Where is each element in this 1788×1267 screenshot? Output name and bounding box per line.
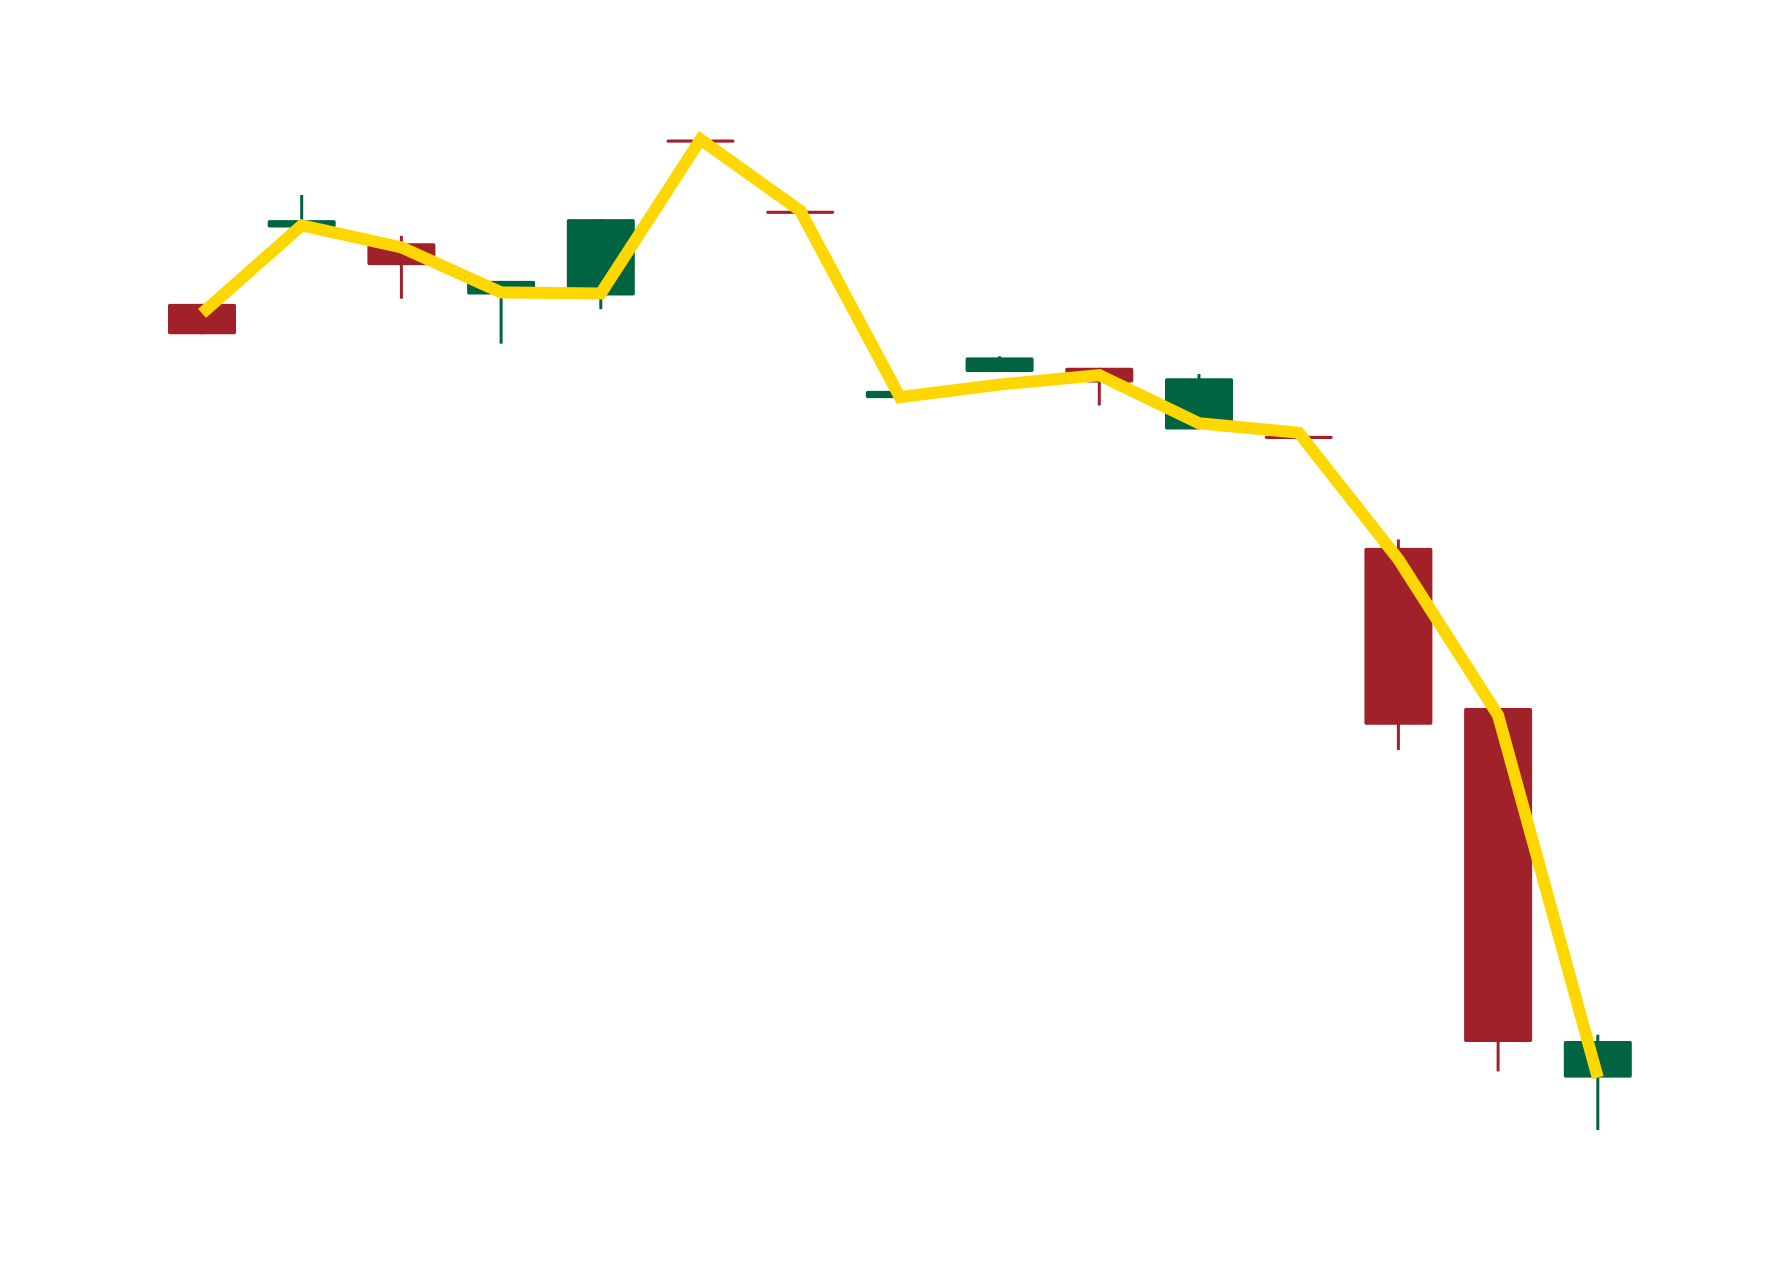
candle-15 <box>1563 1034 1632 1130</box>
candle-9 <box>965 356 1034 372</box>
candles-layer <box>168 139 1632 1130</box>
candle-body <box>1464 708 1533 1043</box>
line-overlay-layer <box>198 131 1604 1080</box>
candle-body <box>965 357 1034 372</box>
overlay-line <box>198 131 1604 1080</box>
candle-body <box>168 303 236 335</box>
candle-body <box>1364 547 1433 725</box>
candle-13 <box>1364 539 1433 750</box>
candle-14 <box>1464 708 1533 1072</box>
